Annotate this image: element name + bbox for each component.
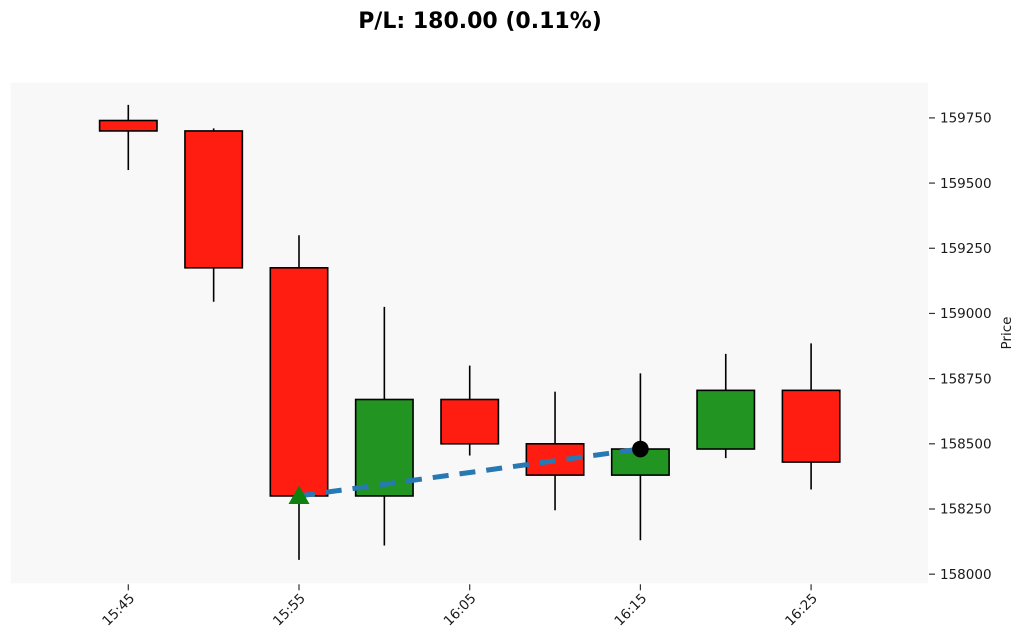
candle-body	[440, 398, 500, 445]
x-tick-label: 15:55	[270, 591, 309, 630]
exit-marker	[632, 440, 649, 458]
y-tick-label: 159250	[940, 241, 992, 257]
candle-body	[781, 389, 841, 463]
plot-area	[10, 82, 928, 584]
y-tick-label: 159000	[940, 306, 992, 322]
candle-body	[696, 389, 756, 450]
trade-line	[298, 446, 641, 499]
candle-body	[354, 398, 414, 497]
y-tick-label: 158250	[940, 502, 992, 518]
chart-title: P/L: 180.00 (0.11%)	[358, 9, 602, 34]
candle-body	[269, 267, 329, 497]
x-tick-label: 16:15	[611, 591, 650, 630]
x-tick-label: 15:45	[99, 591, 138, 630]
candle-body	[98, 119, 158, 132]
y-tick-label: 158750	[940, 371, 992, 387]
x-tick-label: 16:05	[441, 591, 480, 630]
candle-body	[184, 130, 244, 269]
y-tick-label: 159500	[940, 176, 992, 192]
y-tick-label: 159750	[940, 111, 992, 127]
y-tick-label: 158500	[940, 437, 992, 453]
y-tick-label: 158000	[940, 567, 992, 583]
x-tick-label: 16:25	[782, 591, 821, 630]
entry-marker	[288, 485, 310, 504]
y-axis-label: Price	[999, 316, 1015, 350]
